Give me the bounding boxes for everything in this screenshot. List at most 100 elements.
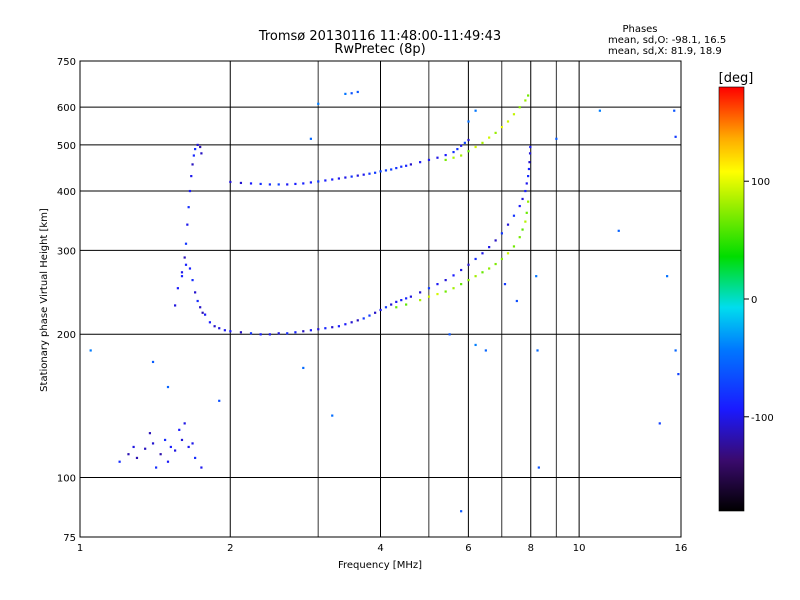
echo-point [302,366,305,370]
echo-point [456,147,459,151]
stats-o-mode: mean, sd,O: -98.1, 16.5 [608,35,726,46]
echo-point [528,161,531,164]
grid-lines [80,61,681,537]
echo-point [467,279,470,282]
x-axis-label: Frequency [MHz] [338,560,422,571]
echo-point [463,141,466,144]
chart-title: Tromsø 20130116 11:48:00-11:49:43 [258,29,501,44]
echo-point [452,156,455,159]
echo-point [324,179,327,182]
echo-point [218,327,221,330]
echo-point [196,299,199,303]
echo-point [666,275,669,278]
echo-point [494,131,497,134]
echo-point [460,154,463,157]
echo-point [525,211,528,214]
echo-point [405,297,408,300]
colorbar-tick-label: -100 [751,413,774,424]
echo-point [350,175,353,178]
echo-point [317,180,320,183]
echo-point [188,189,192,193]
echo-point [188,267,192,270]
echo-point [203,313,207,316]
echo-point [374,171,377,174]
echo-point [444,158,447,162]
echo-point [527,94,530,97]
echo-point [239,331,243,334]
y-tick-label: 200 [57,330,76,341]
echo-point [467,263,470,266]
echo-point [199,145,202,149]
echo-point [390,303,393,306]
echo-point [460,144,463,147]
echo-point [218,399,221,402]
echo-point [395,306,398,309]
echo-point [452,274,455,277]
echo-point [317,328,320,331]
echo-point [481,141,484,144]
y-tick-label: 600 [57,103,76,114]
echo-point [444,153,447,157]
echo-point [529,145,532,149]
echo-point [89,349,92,352]
echo-point [194,291,197,294]
echo-point [362,317,365,320]
echo-point [518,106,521,109]
echo-point [379,170,382,173]
colorbar [718,86,745,512]
y-tick-label: 500 [57,141,76,152]
echo-point [184,263,188,266]
echo-point [277,332,280,335]
echo-point [151,442,155,445]
echo-point [484,349,487,352]
echo-point [166,460,170,463]
echo-point [555,137,558,140]
echo-point [286,183,289,186]
echo-point [176,287,179,290]
echo-point [474,145,477,149]
x-axis-ticks: 1 2 4 6 8 10 16 [77,543,688,554]
echo-point [356,174,359,177]
echo-point [302,182,305,185]
echo-point [525,182,528,185]
chart-subtitle: RwPretec (8p) [334,42,425,57]
echo-point [309,181,312,184]
y-axis-label: Stationary phase Virtual Height [km] [39,208,50,392]
colorbar-label: [deg] [719,71,754,86]
echo-point [249,182,253,185]
x-tick-label: 4 [377,543,383,554]
echo-point [436,292,439,296]
echo-point [166,385,170,389]
echo-point [183,422,186,425]
echo-point [118,460,121,463]
echo-point [135,456,139,460]
echo-point [467,120,470,123]
echo-point [187,206,190,209]
echo-point [286,332,289,335]
echo-point [452,150,455,154]
echo-point [395,166,398,170]
echo-point [506,252,510,255]
echo-point [527,167,531,171]
echo-point [192,154,195,157]
echo-point [178,428,181,431]
echo-point [187,445,190,449]
echo-point [277,183,280,186]
y-tick-label: 100 [57,474,76,485]
echo-point [460,510,463,513]
echo-point [494,239,497,242]
echo-point [151,360,155,364]
echo-point [356,90,359,94]
echo-point [419,291,422,294]
echo-point [409,295,412,298]
echo-point [163,438,167,442]
echo-point [521,197,524,201]
echo-point [344,92,347,95]
echo-point [317,102,320,105]
echo-point [535,275,538,278]
echo-points [89,90,680,513]
stats-x-mode: mean, sd,X: 81.9, 18.9 [608,46,722,57]
echo-point [180,275,184,278]
echo-point [677,373,680,376]
